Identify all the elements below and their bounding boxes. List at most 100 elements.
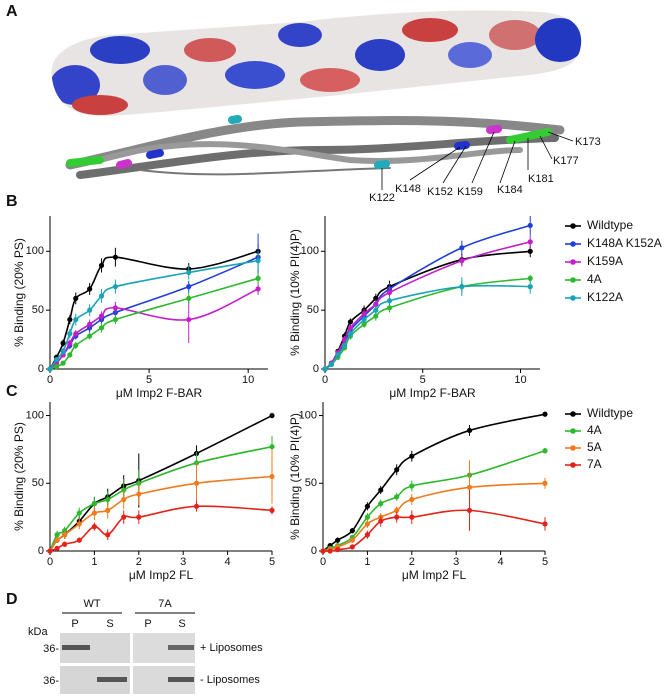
- point: [47, 366, 53, 372]
- y-tick-label: 100: [299, 409, 317, 421]
- point: [386, 298, 393, 304]
- gel-lane: P: [71, 618, 78, 630]
- point: [327, 548, 333, 554]
- point: [335, 537, 341, 543]
- point: [347, 319, 354, 325]
- point: [60, 340, 66, 346]
- x-tick-label: 10: [242, 374, 254, 386]
- x-axis-label: μM Imp2 FL: [402, 568, 467, 582]
- point: [347, 325, 354, 331]
- point: [378, 500, 384, 507]
- residue-label: K148: [395, 183, 421, 195]
- point: [91, 524, 97, 530]
- gel-marker: 36-: [43, 675, 59, 687]
- point: [105, 507, 111, 513]
- point: [328, 361, 335, 367]
- legend-label: 5A: [587, 440, 602, 454]
- point: [341, 342, 348, 349]
- point: [255, 275, 261, 281]
- gel-lane: P: [144, 618, 151, 630]
- point: [53, 364, 60, 370]
- point: [335, 547, 341, 553]
- panel-label: D: [6, 591, 18, 608]
- point: [186, 295, 192, 301]
- legend-label: K148A K152A: [587, 236, 662, 250]
- fit-line: [322, 509, 546, 552]
- point: [98, 313, 105, 319]
- x-tick-label: 5: [146, 374, 152, 386]
- gel-condition: - Liposomes: [200, 674, 260, 686]
- point: [193, 503, 200, 509]
- x-tick-label: 2: [409, 556, 415, 568]
- x-tick-label: 4: [498, 556, 504, 568]
- point: [373, 313, 379, 319]
- point: [322, 366, 328, 372]
- point: [91, 500, 97, 507]
- legend-marker: [570, 462, 576, 468]
- point: [87, 307, 93, 313]
- point: [67, 352, 73, 358]
- point: [527, 239, 533, 245]
- x-tick-label: 1: [364, 556, 370, 568]
- point: [361, 316, 367, 323]
- fit-line: [49, 277, 259, 370]
- point: [349, 537, 355, 543]
- fit-line: [49, 288, 259, 370]
- point: [320, 548, 326, 554]
- point: [386, 305, 393, 311]
- y-tick-label: 50: [32, 477, 44, 489]
- gel-group: WT: [83, 598, 100, 610]
- surface-model: [51, 10, 582, 117]
- point: [347, 331, 354, 337]
- point: [373, 301, 379, 307]
- point: [378, 518, 384, 524]
- x-axis-label: μM Imp2 F-BAR: [389, 386, 476, 400]
- legend-marker: [570, 223, 576, 229]
- point: [112, 284, 118, 290]
- y-tick-label: 50: [307, 304, 319, 316]
- point: [255, 286, 261, 292]
- gel-group: 7A: [158, 598, 172, 610]
- point: [255, 258, 261, 264]
- point: [466, 427, 473, 434]
- x-tick-label: 3: [453, 556, 459, 568]
- point: [335, 352, 341, 358]
- point: [76, 537, 82, 543]
- point: [62, 532, 68, 538]
- point: [67, 331, 73, 337]
- point: [364, 532, 370, 538]
- point: [47, 548, 53, 554]
- y-tick-label: 100: [301, 245, 319, 257]
- x-tick-label: 4: [225, 556, 231, 568]
- leader-lines: [381, 131, 574, 190]
- point: [112, 305, 118, 311]
- point: [60, 348, 66, 354]
- point: [466, 484, 473, 490]
- point: [361, 321, 367, 327]
- fit-line: [322, 413, 546, 552]
- x-tick-label: 0: [320, 556, 326, 568]
- legend-label: 4A: [587, 423, 602, 437]
- point: [409, 453, 415, 459]
- point: [105, 496, 111, 503]
- point: [98, 325, 105, 331]
- x-tick-label: 2: [136, 556, 142, 568]
- point: [67, 340, 73, 346]
- residue-label: K184: [497, 184, 523, 196]
- legend-marker: [570, 295, 576, 301]
- point: [121, 496, 127, 503]
- legend-label: 4A: [587, 272, 602, 286]
- y-tick-label: 0: [38, 545, 44, 557]
- point: [121, 514, 127, 520]
- y-tick-label: 50: [32, 304, 44, 316]
- fit-line: [49, 505, 273, 552]
- point: [364, 503, 370, 509]
- point: [269, 444, 275, 450]
- point: [542, 480, 548, 486]
- residue-label: K122: [369, 192, 395, 204]
- point: [62, 541, 68, 547]
- point: [193, 480, 200, 486]
- y-tick-label: 0: [313, 363, 319, 375]
- point: [136, 491, 142, 497]
- point: [54, 537, 60, 543]
